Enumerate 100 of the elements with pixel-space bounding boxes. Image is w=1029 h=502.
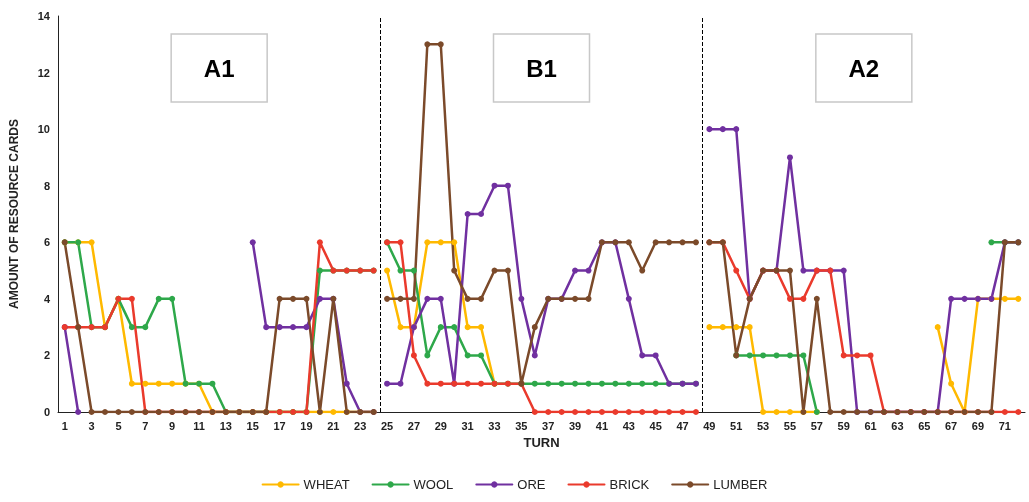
- x-tick-label: 49: [703, 419, 716, 432]
- point: [478, 352, 485, 359]
- point: [840, 267, 847, 274]
- point: [531, 380, 538, 387]
- point: [384, 267, 391, 274]
- point: [719, 324, 726, 331]
- point: [639, 352, 646, 359]
- point: [330, 409, 337, 415]
- point: [155, 380, 162, 387]
- point: [263, 324, 270, 331]
- point: [478, 324, 485, 331]
- point: [88, 239, 95, 246]
- x-tick-label: 39: [568, 419, 582, 432]
- point: [719, 126, 726, 133]
- point: [531, 352, 538, 359]
- point: [585, 380, 592, 387]
- point: [169, 380, 176, 387]
- point: [316, 295, 323, 302]
- y-axis-title: AMOUNT OF RESOURCE CARDS: [7, 118, 21, 310]
- x-axis-title: TURN: [523, 435, 560, 450]
- legend-label: BRICK: [609, 477, 650, 492]
- point: [585, 267, 592, 274]
- x-tick-label: 55: [783, 419, 797, 432]
- x-tick-label: 35: [515, 419, 528, 432]
- x-tick-label: 71: [998, 419, 1011, 432]
- y-tick-label: 10: [37, 123, 50, 136]
- point: [948, 295, 955, 302]
- point: [639, 380, 646, 387]
- point: [961, 295, 968, 302]
- point: [948, 380, 955, 387]
- point: [800, 352, 807, 359]
- y-tick-label: 0: [43, 406, 50, 418]
- point: [518, 295, 525, 302]
- point: [424, 295, 431, 302]
- point: [464, 352, 471, 359]
- point: [612, 380, 619, 387]
- x-tick-label: 3: [88, 419, 95, 432]
- point: [397, 267, 404, 274]
- x-tick-label: 57: [810, 419, 823, 432]
- point: [437, 295, 444, 302]
- x-tick-label: 31: [461, 419, 474, 432]
- x-tick-label: 45: [649, 419, 662, 432]
- x-tick-label: 29: [434, 419, 447, 432]
- point: [384, 380, 391, 387]
- x-tick-label: 67: [945, 419, 958, 432]
- y-tick-label: 8: [43, 179, 50, 192]
- point: [760, 409, 767, 415]
- point: [706, 126, 713, 133]
- point: [800, 267, 807, 274]
- point: [128, 380, 135, 387]
- point: [478, 211, 485, 217]
- x-tick-label: 23: [354, 419, 367, 432]
- x-tick-label: 59: [837, 419, 850, 432]
- legend-label: WOOL: [413, 477, 454, 492]
- point: [786, 154, 793, 161]
- x-tick-label: 41: [595, 419, 609, 432]
- point: [733, 126, 740, 133]
- x-tick-label: 11: [193, 419, 205, 432]
- point: [746, 352, 753, 359]
- x-tick-label: 13: [219, 419, 233, 432]
- point: [746, 324, 753, 331]
- point: [786, 352, 793, 359]
- annotation: A2: [848, 54, 880, 82]
- point: [276, 324, 283, 331]
- point: [437, 324, 444, 331]
- point: [343, 380, 350, 387]
- point: [652, 380, 659, 387]
- annotation: B1: [526, 54, 557, 82]
- point: [410, 267, 417, 274]
- point: [652, 352, 659, 359]
- point: [437, 239, 444, 246]
- x-tick-label: 7: [142, 419, 149, 432]
- x-tick-label: 63: [891, 419, 904, 432]
- y-tick-label: 6: [43, 236, 50, 249]
- x-tick-label: 21: [327, 419, 340, 432]
- x-tick-label: 17: [273, 419, 286, 432]
- legend-label: WHEAT: [303, 477, 350, 492]
- x-tick-label: 9: [169, 419, 176, 432]
- point: [572, 380, 579, 387]
- point: [504, 182, 511, 189]
- point: [760, 352, 767, 359]
- annotation: A1: [203, 54, 235, 82]
- point: [128, 324, 135, 331]
- point: [491, 182, 498, 189]
- point: [1001, 295, 1008, 302]
- y-tick-label: 12: [37, 66, 50, 79]
- x-tick-label: 25: [380, 419, 394, 432]
- x-tick-label: 37: [542, 419, 555, 432]
- x-tick-label: 69: [971, 419, 985, 432]
- point: [142, 324, 149, 331]
- point: [397, 380, 404, 387]
- x-tick-label: 47: [676, 419, 689, 432]
- x-tick-label: 15: [246, 419, 259, 432]
- point: [75, 409, 82, 415]
- x-tick-label: 61: [864, 419, 877, 432]
- point: [249, 239, 256, 246]
- x-tick-label: 51: [730, 419, 743, 432]
- x-tick-label: 1: [61, 419, 68, 432]
- point: [424, 239, 431, 246]
- point: [290, 324, 297, 331]
